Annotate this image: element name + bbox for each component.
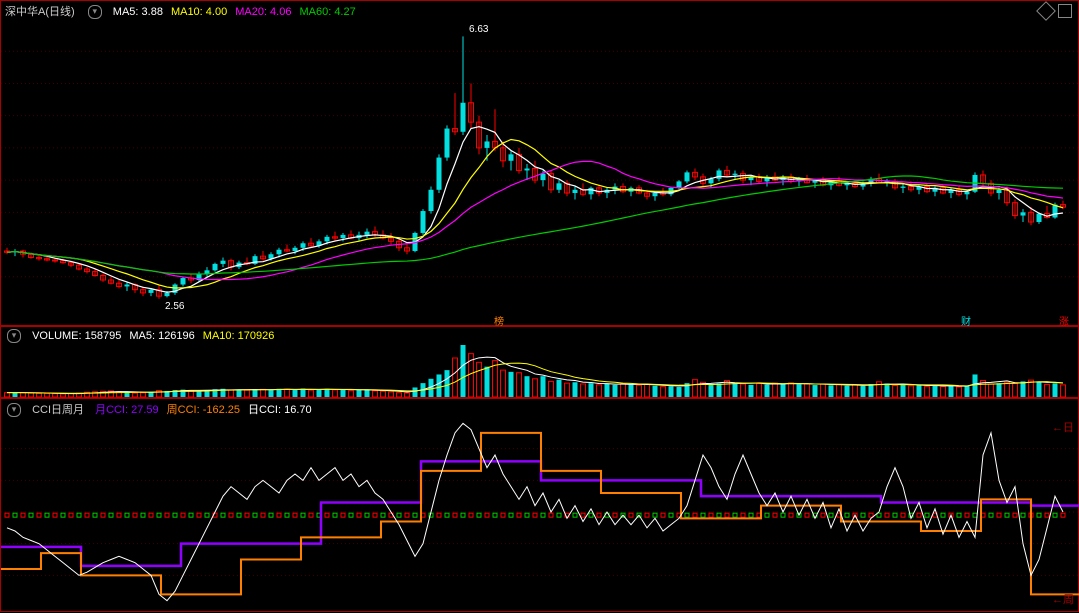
cci-title: CCI日周月 [32,404,84,416]
ma-value: MA60: 4.27 [299,6,355,18]
collapse-icon[interactable]: ▾ [88,5,102,19]
price-chart[interactable] [1,1,1079,327]
cci-header: ▾ CCI日周月 月CCI: 27.59 周CCI: -162.25 日CCI: 1… [5,401,328,417]
price-chart-panel[interactable]: 深中华A(日线) ▾ MA5: 3.88 MA10: 4.00 MA20: 4.06… [0,0,1079,326]
diamond-icon[interactable] [1036,1,1056,21]
cci-value: 周CCI: -162.25 [167,404,240,416]
high-price-label: 6.63 [469,24,488,35]
cci-value: 日CCI: 16.70 [248,404,312,416]
low-price-label: 2.56 [165,301,184,312]
vol-value: MA5: 126196 [129,330,194,342]
corner-tools [1037,4,1072,21]
vol-value: VOLUME: 158795 [32,330,121,342]
collapse-icon[interactable]: ▾ [7,329,21,343]
volume-panel[interactable]: ▾ VOLUME: 158795 MA5: 126196 MA10: 170926 [0,326,1079,398]
date-marker: 涨 [1059,313,1069,328]
volume-header: ▾ VOLUME: 158795 MA5: 126196 MA10: 170926 [5,329,290,343]
stock-title: 深中华A(日线) [5,6,75,18]
price-header: 深中华A(日线) ▾ MA5: 3.88 MA10: 4.00 MA20: 4.06… [5,3,372,19]
cci-chart[interactable] [1,399,1079,613]
cci-axis-day: ←日 [1052,419,1074,435]
collapse-icon[interactable]: ▾ [7,403,21,417]
vol-value: MA10: 170926 [203,330,275,342]
box-icon[interactable] [1058,4,1072,18]
date-marker: 财 [961,313,971,328]
ma-value: MA10: 4.00 [171,6,227,18]
cci-panel[interactable]: ▾ CCI日周月 月CCI: 27.59 周CCI: -162.25 日CCI: 1… [0,398,1079,612]
ma-value: MA20: 4.06 [235,6,291,18]
cci-axis-week: ←周 [1052,591,1074,607]
ma-value: MA5: 3.88 [113,6,163,18]
date-marker: 榜 [494,313,504,328]
cci-value: 月CCI: 27.59 [95,404,159,416]
